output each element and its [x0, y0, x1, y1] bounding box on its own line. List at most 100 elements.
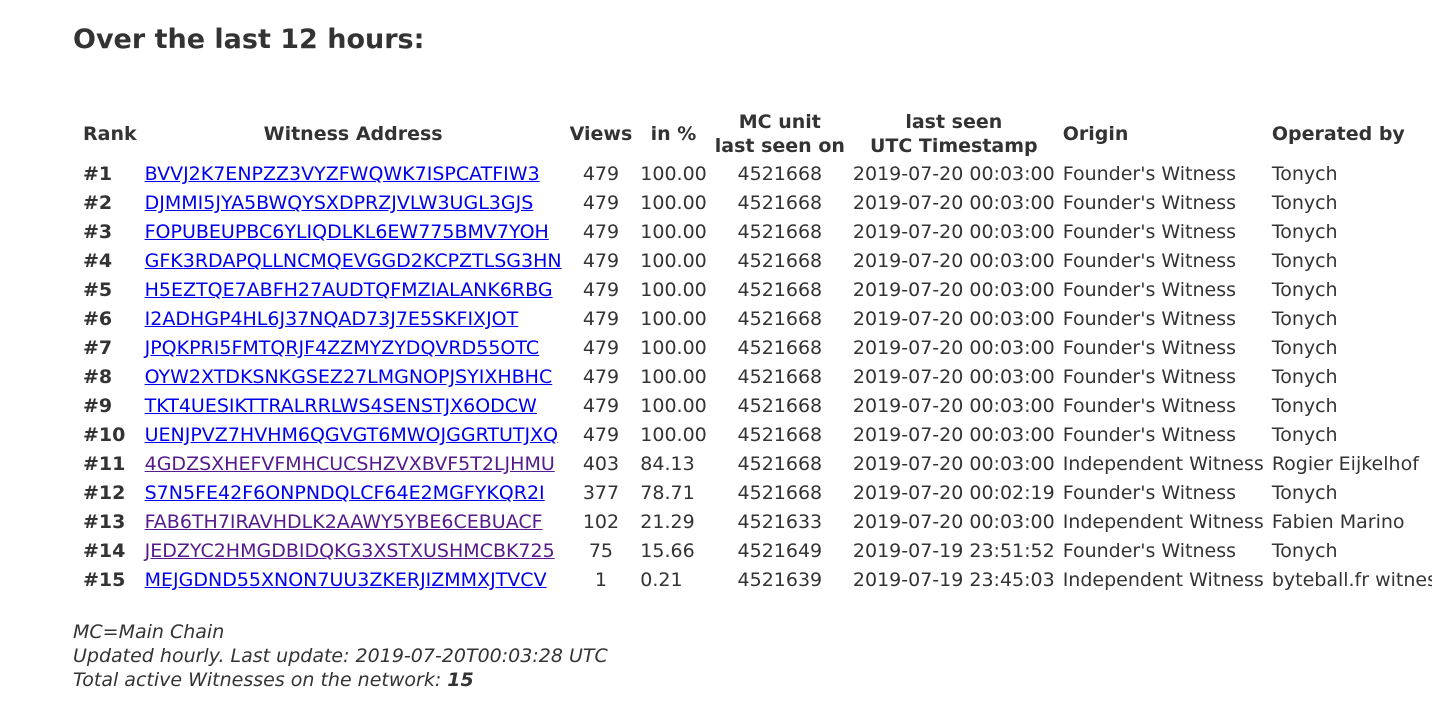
- origin-cell: Independent Witness: [1062, 569, 1264, 591]
- page-title: Over the last 12 hours:: [73, 24, 425, 55]
- witness-address-link[interactable]: OYW2XTDKSNKGSEZ27LMGNOPJSYIXHBHC: [144, 366, 553, 388]
- table-row: #13 FAB6TH7IRAVHDLK2AAWY5YBE6CEBUACF 102…: [79, 508, 1432, 537]
- views-cell: 479: [582, 424, 620, 446]
- operator-cell: Tonych: [1271, 250, 1338, 272]
- mc-unit-cell: 4521668: [737, 163, 823, 185]
- header-ts-line2: UTC Timestamp: [869, 135, 1038, 157]
- table-row: #11 4GDZSXHEFVFMHCUCSHZVXBVF5T2LJHMU 403…: [79, 450, 1432, 479]
- mc-note: MC=Main Chain: [73, 621, 225, 643]
- table-row: #1 BVVJ2K7ENPZZ3VYZFWQWK7ISPCATFIW3 479 …: [79, 160, 1432, 189]
- mc-unit-cell: 4521649: [737, 540, 823, 562]
- views-cell: 479: [582, 163, 620, 185]
- origin-cell: Founder's Witness: [1062, 337, 1237, 359]
- address-cell: JPQKPRI5FMTQRJF4ZZMYZYDQVRD55OTC: [141, 334, 566, 363]
- mc-unit-cell: 4521668: [737, 221, 823, 243]
- update-note: Updated hourly. Last update: 2019-07-20T…: [73, 645, 608, 667]
- header-operator: Operated by: [1271, 123, 1405, 145]
- percent-cell: 100.00: [640, 221, 707, 243]
- rank-cell: #12: [83, 482, 126, 504]
- origin-cell: Founder's Witness: [1062, 221, 1237, 243]
- table-row: #12 S7N5FE42F6ONPNDQLCF64E2MGFYKQR2I 377…: [79, 479, 1432, 508]
- witness-address-link[interactable]: MEJGDND55XNON7UU3ZKERJIZMMXJTVCV: [144, 569, 547, 591]
- origin-cell: Founder's Witness: [1062, 308, 1237, 330]
- address-cell: OYW2XTDKSNKGSEZ27LMGNOPJSYIXHBHC: [141, 363, 566, 392]
- mc-unit-cell: 4521668: [737, 279, 823, 301]
- table-row: #7 JPQKPRI5FMTQRJF4ZZMYZYDQVRD55OTC 479 …: [79, 334, 1432, 363]
- witness-address-link[interactable]: 4GDZSXHEFVFMHCUCSHZVXBVF5T2LJHMU: [144, 453, 555, 475]
- witness-address-link[interactable]: I2ADHGP4HL6J37NQAD73J7E5SKFIXJOT: [144, 308, 519, 330]
- timestamp-cell: 2019-07-20 00:03:00: [852, 511, 1055, 533]
- address-cell: S7N5FE42F6ONPNDQLCF64E2MGFYKQR2I: [141, 479, 566, 508]
- witness-address-link[interactable]: JPQKPRI5FMTQRJF4ZZMYZYDQVRD55OTC: [144, 337, 540, 359]
- origin-cell: Founder's Witness: [1062, 279, 1237, 301]
- views-cell: 479: [582, 279, 620, 301]
- address-cell: GFK3RDAPQLLNCMQEVGGD2KCPZTLSG3HN: [141, 247, 566, 276]
- table-row: #4 GFK3RDAPQLLNCMQEVGGD2KCPZTLSG3HN 479 …: [79, 247, 1432, 276]
- rank-cell: #15: [83, 569, 126, 591]
- witness-address-link[interactable]: JEDZYC2HMGDBIDQKG3XSTXUSHMCBK725: [144, 540, 555, 562]
- timestamp-cell: 2019-07-19 23:45:03: [852, 569, 1055, 591]
- table-row: #8 OYW2XTDKSNKGSEZ27LMGNOPJSYIXHBHC 479 …: [79, 363, 1432, 392]
- active-witnesses-note: Total active Witnesses on the network: 1…: [73, 668, 608, 692]
- views-cell: 479: [582, 250, 620, 272]
- percent-cell: 100.00: [640, 279, 707, 301]
- origin-cell: Founder's Witness: [1062, 482, 1237, 504]
- rank-cell: #14: [83, 540, 126, 562]
- percent-cell: 100.00: [640, 308, 707, 330]
- origin-cell: Founder's Witness: [1062, 192, 1237, 214]
- operator-cell: Tonych: [1271, 192, 1338, 214]
- address-cell: TKT4UESIKTTRALRRLWS4SENSTJX6ODCW: [141, 392, 566, 421]
- rank-cell: #11: [83, 453, 126, 475]
- table-header: Rank Witness Address Views in % MC unit …: [79, 108, 1432, 160]
- rank-cell: #3: [83, 221, 113, 243]
- witness-address-link[interactable]: FAB6TH7IRAVHDLK2AAWY5YBE6CEBUACF: [144, 511, 543, 533]
- table-row: #9 TKT4UESIKTTRALRRLWS4SENSTJX6ODCW 479 …: [79, 392, 1432, 421]
- address-cell: H5EZTQE7ABFH27AUDTQFMZIALANK6RBG: [141, 276, 566, 305]
- mc-unit-cell: 4521668: [737, 337, 823, 359]
- origin-cell: Founder's Witness: [1062, 163, 1237, 185]
- percent-cell: 100.00: [640, 337, 707, 359]
- witness-address-link[interactable]: H5EZTQE7ABFH27AUDTQFMZIALANK6RBG: [144, 279, 553, 301]
- timestamp-cell: 2019-07-20 00:03:00: [852, 279, 1055, 301]
- witness-address-link[interactable]: FOPUBEUPBC6YLIQDLKL6EW775BMV7YOH: [144, 221, 549, 243]
- rank-cell: #6: [83, 308, 113, 330]
- witness-address-link[interactable]: DJMMI5JYA5BWQYSXDPRZJVLW3UGL3GJS: [144, 192, 534, 214]
- rank-cell: #8: [83, 366, 113, 388]
- table-row: #6 I2ADHGP4HL6J37NQAD73J7E5SKFIXJOT 479 …: [79, 305, 1432, 334]
- witness-table: Rank Witness Address Views in % MC unit …: [79, 108, 1432, 595]
- operator-cell: Tonych: [1271, 163, 1338, 185]
- address-cell: JEDZYC2HMGDBIDQKG3XSTXUSHMCBK725: [141, 537, 566, 566]
- views-cell: 479: [582, 395, 620, 417]
- header-timestamp: last seen UTC Timestamp: [849, 108, 1059, 160]
- origin-cell: Founder's Witness: [1062, 395, 1237, 417]
- timestamp-cell: 2019-07-20 00:03:00: [852, 163, 1055, 185]
- witness-address-link[interactable]: BVVJ2K7ENPZZ3VYZFWQWK7ISPCATFIW3: [144, 163, 540, 185]
- header-row: Rank Witness Address Views in % MC unit …: [79, 108, 1432, 160]
- percent-cell: 100.00: [640, 250, 707, 272]
- views-cell: 75: [588, 540, 614, 562]
- address-cell: I2ADHGP4HL6J37NQAD73J7E5SKFIXJOT: [141, 305, 566, 334]
- address-cell: UENJPVZ7HVHM6QGVGT6MWOJGGRTUTJXQ: [141, 421, 566, 450]
- percent-cell: 100.00: [640, 163, 707, 185]
- witness-address-link[interactable]: TKT4UESIKTTRALRRLWS4SENSTJX6ODCW: [144, 395, 537, 417]
- witness-address-link[interactable]: UENJPVZ7HVHM6QGVGT6MWOJGGRTUTJXQ: [144, 424, 559, 446]
- views-cell: 479: [582, 192, 620, 214]
- views-cell: 479: [582, 308, 620, 330]
- views-cell: 102: [582, 511, 620, 533]
- timestamp-cell: 2019-07-20 00:03:00: [852, 424, 1055, 446]
- operator-cell: Tonych: [1271, 308, 1338, 330]
- table-row: #10 UENJPVZ7HVHM6QGVGT6MWOJGGRTUTJXQ 479…: [79, 421, 1432, 450]
- timestamp-cell: 2019-07-20 00:03:00: [852, 308, 1055, 330]
- address-cell: DJMMI5JYA5BWQYSXDPRZJVLW3UGL3GJS: [141, 189, 566, 218]
- witness-address-link[interactable]: GFK3RDAPQLLNCMQEVGGD2KCPZTLSG3HN: [144, 250, 562, 272]
- percent-cell: 21.29: [640, 511, 695, 533]
- operator-cell: Tonych: [1271, 366, 1338, 388]
- table-row: #14 JEDZYC2HMGDBIDQKG3XSTXUSHMCBK725 75 …: [79, 537, 1432, 566]
- timestamp-cell: 2019-07-20 00:03:00: [852, 366, 1055, 388]
- mc-unit-cell: 4521668: [737, 366, 823, 388]
- operator-cell: Tonych: [1271, 540, 1338, 562]
- origin-cell: Founder's Witness: [1062, 366, 1237, 388]
- witness-address-link[interactable]: S7N5FE42F6ONPNDQLCF64E2MGFYKQR2I: [144, 482, 545, 504]
- percent-cell: 15.66: [640, 540, 695, 562]
- mc-unit-cell: 4521668: [737, 453, 823, 475]
